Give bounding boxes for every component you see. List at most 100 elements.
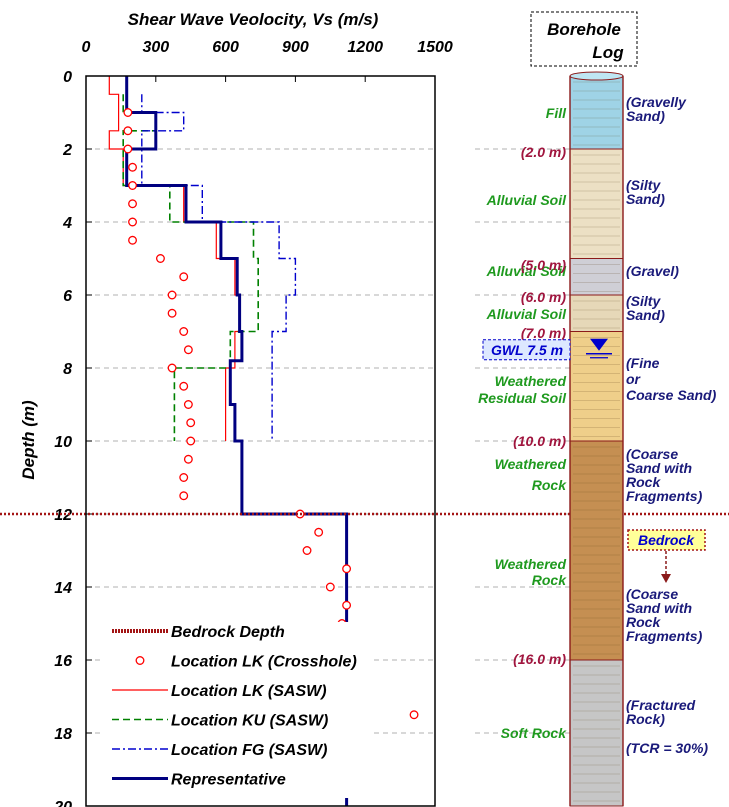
borehole-top-cap (569, 71, 624, 81)
description-line: (Coarse (626, 586, 678, 602)
crosshole-point (302, 546, 312, 555)
crosshole-point (123, 108, 133, 117)
description-line: Sand with (626, 600, 692, 616)
description-line: Sand) (626, 307, 665, 323)
description-line: (Fractured (626, 697, 696, 713)
description-line: (Gravel) (626, 263, 679, 279)
crosshole-point (128, 235, 137, 245)
crosshole-point (167, 363, 177, 373)
legend-label: Representative (171, 772, 286, 789)
legend-background (104, 622, 372, 798)
unit-label: Weathered (495, 456, 567, 472)
depth-label: (6.0 m) (521, 289, 566, 305)
unit-label: Alluvial Soil (486, 263, 567, 279)
description-line: Rock (626, 614, 661, 630)
crosshole-point (179, 272, 189, 282)
crosshole-point (167, 308, 177, 318)
borehole-layers (569, 71, 624, 807)
gwl-box (482, 339, 571, 361)
tcr-note: (TCR = 30%) (626, 740, 708, 756)
unit-label-line: Rock (532, 477, 567, 493)
shear-wave-chart: Shear Wave Veolocity, Vs (m/s) Depth (m)… (0, 10, 729, 807)
description-line: Sand with (626, 460, 692, 476)
legend-swatch-marker (135, 656, 145, 665)
y-tick-label: 20 (53, 799, 72, 807)
y-tick-label: 12 (54, 507, 72, 524)
x-tick-label: 600 (212, 39, 239, 56)
borehole-layer (569, 75, 624, 150)
borehole-layer (569, 294, 624, 332)
y-tick-label: 10 (54, 434, 72, 451)
y-tick-label: 6 (63, 288, 72, 305)
borehole-layer (569, 440, 624, 661)
unit-label-line: Rock (532, 572, 567, 588)
borehole-log: Borehole Log Fill Alluvial Soil Alluvial S… (478, 11, 717, 807)
y-tick-label: 18 (54, 726, 72, 743)
borehole-layer (569, 148, 624, 259)
y-tick-label: 2 (62, 142, 72, 159)
unit-label-line: Residual Soil (478, 390, 567, 406)
series-line-location-fg-sasw (141, 94, 297, 441)
depth-label: (5.0 m) (521, 257, 566, 273)
y-tick-label: 16 (54, 653, 72, 670)
crosshole-point (167, 290, 177, 300)
description-line: (Gravelly (626, 94, 687, 110)
x-tick-label: 1200 (347, 39, 383, 56)
x-axis-title: Shear Wave Veolocity, Vs (m/s) (128, 10, 379, 29)
x-tick-label: 300 (142, 39, 169, 56)
bedrock-arrow-head (661, 574, 671, 583)
crosshole-point (123, 126, 133, 136)
depth-label: (7.0 m) (521, 325, 566, 341)
crosshole-point (128, 217, 137, 227)
crosshole-point (342, 600, 352, 610)
borehole-title-line1: Borehole (547, 20, 621, 39)
plot-frame (85, 75, 436, 807)
description-line: Sand) (626, 108, 665, 124)
borehole-title-line2: Log (592, 43, 624, 62)
crosshole-point (128, 162, 137, 172)
crosshole-point (128, 181, 137, 190)
legend-label: Location KU (SASW) (171, 713, 328, 730)
y-tick-label: 4 (62, 215, 72, 232)
description-line: or (626, 371, 642, 387)
crosshole-point (409, 710, 419, 720)
unit-label: Fill (546, 105, 567, 121)
y-tick-label: 14 (54, 580, 72, 597)
description-line: (Silty (626, 177, 661, 193)
crosshole-point (179, 327, 189, 336)
crosshole-point (156, 254, 165, 263)
crosshole-point (183, 345, 193, 355)
crosshole-point (183, 454, 193, 464)
legend: Bedrock Depth Location LK (Crosshole) Loca… (104, 622, 372, 798)
description-line: Rock (626, 474, 661, 490)
crosshole-point (186, 418, 196, 428)
x-axis-ticks: 0 300 600 900 1200 1500 (82, 39, 453, 82)
description-line: (Fine (626, 355, 660, 371)
unit-label-line: Weathered (495, 556, 567, 572)
crosshole-point (183, 400, 193, 409)
y-axis-title: Depth (m) (19, 400, 38, 480)
crosshole-point (314, 527, 324, 537)
depth-label: (10.0 m) (513, 433, 566, 449)
description-line: Fragments) (626, 488, 703, 504)
legend-label: Location FG (SASW) (171, 742, 327, 759)
unit-label-line: Weathered (495, 373, 567, 389)
depth-label: (2.0 m) (521, 144, 566, 160)
gwl-label: GWL 7.5 m (491, 342, 563, 358)
description-line: Sand) (626, 191, 665, 207)
description-line: Fragments) (626, 628, 703, 644)
legend-label: Bedrock Depth (171, 624, 285, 641)
crosshole-point (186, 436, 196, 446)
crosshole-point (123, 144, 133, 154)
x-tick-label: 900 (282, 39, 309, 56)
crosshole-point (342, 564, 352, 574)
water-table-icon (590, 338, 608, 351)
bedrock-label: Bedrock (638, 532, 695, 548)
unit-label: Alluvial Soil (486, 192, 567, 208)
unit-label: Alluvial Soil (486, 306, 567, 322)
description-line: (Coarse (626, 446, 678, 462)
depth-label: (16.0 m) (513, 651, 566, 667)
borehole-title-box (530, 11, 638, 67)
crosshole-point (179, 473, 189, 482)
